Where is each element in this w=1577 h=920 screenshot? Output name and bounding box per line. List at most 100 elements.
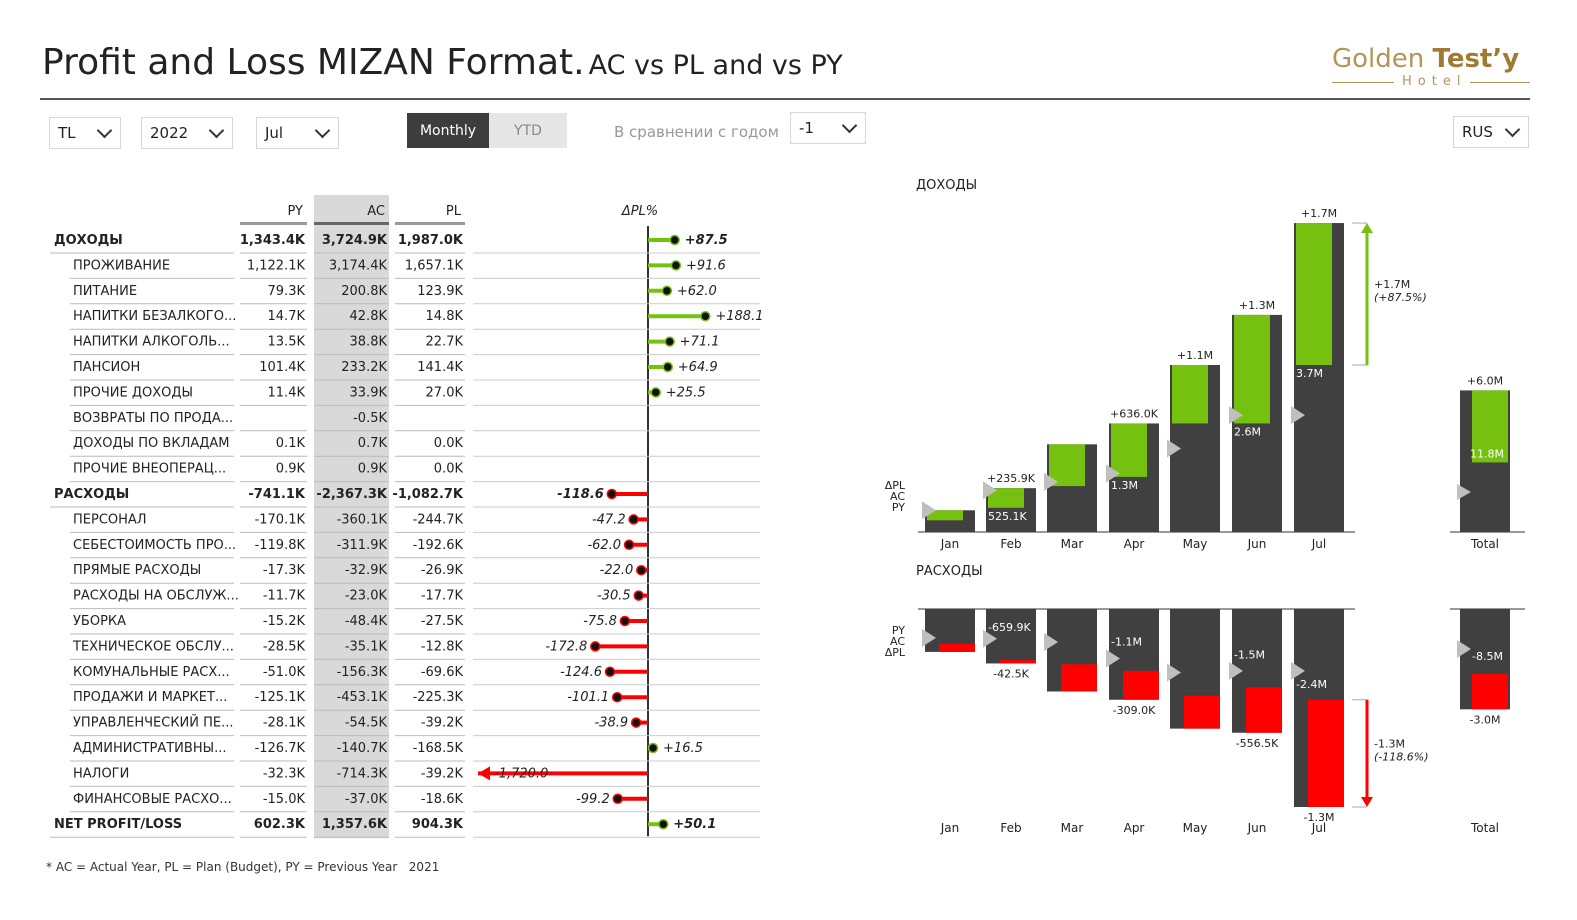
chart-title: ДОХОДЫ <box>916 178 977 193</box>
row-label: РАСХОДЫ НА ОБСЛУЖ... <box>73 589 239 604</box>
month-dropdown[interactable]: Jul <box>256 117 339 149</box>
logo-brand: Test’y <box>1432 44 1520 74</box>
delta-label: +1.3M <box>1239 299 1275 312</box>
variance-pin-head <box>606 488 618 500</box>
language-dropdown[interactable]: RUS <box>1453 116 1529 148</box>
variance-label: +91.6 <box>686 258 726 273</box>
cell-pl: -27.5K <box>421 614 464 629</box>
brand-logo: Golden Test’y <box>1332 44 1519 74</box>
delta-pl-bar <box>1296 223 1332 365</box>
category-tick-label: Apr <box>1124 821 1145 835</box>
total-delta-bar <box>1472 673 1508 710</box>
cell-py: -17.3K <box>263 563 306 578</box>
cell-py: 1,122.1K <box>247 258 306 273</box>
cell-ac: 38.8K <box>350 335 388 350</box>
py-marker <box>1044 633 1058 651</box>
cell-ac: 233.2K <box>341 360 387 375</box>
cell-py: 101.4K <box>259 360 305 375</box>
cell-ac: -54.5K <box>345 716 388 731</box>
cell-py: 0.9K <box>276 462 306 477</box>
row-label: ТЕХНИЧЕСКОЕ ОБСЛУ... <box>72 639 234 654</box>
row-label: ПРЯМЫЕ РАСХОДЫ <box>73 563 201 578</box>
variance-pin-head <box>611 691 623 703</box>
row-label: ДОХОДЫ ПО ВКЛАДАМ <box>73 436 230 451</box>
category-tick-label: Jan <box>940 821 960 835</box>
row-label: КОМУНАЛЬНЫЕ РАСХ... <box>73 665 230 680</box>
cell-pl: 1,987.0K <box>398 233 464 248</box>
cell-pl: 141.4K <box>417 360 463 375</box>
py-marker <box>922 501 936 520</box>
cell-pl: -1,082.7K <box>392 487 463 502</box>
year-dropdown[interactable]: 2022 <box>141 117 233 149</box>
column-header-underline <box>240 222 307 225</box>
delta-pl-bar <box>927 510 963 521</box>
cell-py: 1,343.4K <box>240 233 306 248</box>
cell-ac: -140.7K <box>337 741 388 756</box>
cell-pl: -26.9K <box>421 563 464 578</box>
delta-pl-bar <box>1172 365 1208 424</box>
bar-value-label: 1.3M <box>1111 479 1138 492</box>
cell-pl: 123.9K <box>417 284 463 299</box>
cell-pl: -192.6K <box>413 538 464 553</box>
cell-py: -28.5K <box>263 639 306 654</box>
ytd-toggle-button[interactable]: YTD <box>489 113 567 148</box>
compare-year-label: В сравнении с годом <box>614 123 779 141</box>
row-label: НАПИТКИ БЕЗАЛКОГО... <box>73 309 236 324</box>
chart-row-label: ΔPL <box>885 646 906 659</box>
variance-label: +62.0 <box>677 284 717 299</box>
variance-label: -75.8 <box>583 614 617 629</box>
variance-label: +16.5 <box>663 741 703 756</box>
chart-row-label: ΔPL <box>885 479 906 492</box>
cell-pl: -244.7K <box>413 512 464 527</box>
variance-label: +25.5 <box>666 385 706 400</box>
cell-py: -126.7K <box>255 741 306 756</box>
currency-dropdown[interactable]: TL <box>49 117 121 149</box>
cell-py: -28.1K <box>263 716 306 731</box>
category-tick-label: Mar <box>1061 537 1084 551</box>
variance-arrow-pct: (-118.6%) <box>1374 750 1429 763</box>
row-label: ПРОЧИЕ ДОХОДЫ <box>73 385 193 400</box>
cell-ac: -0.5K <box>353 411 387 426</box>
delta-label: +1.7M <box>1301 207 1337 220</box>
total-value-label: 11.8M <box>1470 447 1504 460</box>
cell-ac: -311.9K <box>337 538 388 553</box>
cell-ac: -714.3K <box>337 766 388 781</box>
variance-pin-head <box>636 564 647 576</box>
py-marker <box>1457 640 1471 658</box>
variance-label: -30.5 <box>597 589 631 604</box>
variance-label: -47.2 <box>592 512 626 527</box>
variance-label: +71.1 <box>680 335 720 350</box>
py-marker <box>1044 472 1058 491</box>
bar-value-label: -1.1M <box>1111 635 1142 648</box>
compare-year-dropdown[interactable]: -1 <box>790 112 866 144</box>
cell-ac: -360.1K <box>337 512 388 527</box>
row-label: УПРАВЛЕНЧЕСКИЙ ПЕ... <box>73 715 234 731</box>
py-marker <box>1106 464 1120 483</box>
variance-label: -1,720.0 <box>494 766 548 781</box>
variance-pin-head <box>630 717 642 728</box>
variance-arrow-label: +1.7M <box>1374 278 1410 291</box>
logo-subtitle: Hotel <box>1402 74 1467 89</box>
delta-pl-bar <box>1049 444 1085 487</box>
variance-arrow-label: -1.3M <box>1374 737 1405 750</box>
column-header-ac: AC <box>367 204 385 219</box>
bar-value-label: 2.6M <box>1234 425 1261 438</box>
delta-pl-bar <box>1123 670 1159 700</box>
row-label: НАПИТКИ АЛКОГОЛЬ... <box>73 335 230 350</box>
monthly-toggle-button[interactable]: Monthly <box>407 113 489 148</box>
delta-pl-bar <box>1111 423 1147 477</box>
category-tick-label: Mar <box>1061 821 1084 835</box>
delta-label: +636.0K <box>1110 407 1159 420</box>
footnote-text: * AC = Actual Year, PL = Plan (Budget), … <box>46 860 398 874</box>
total-tick-label: Total <box>1470 821 1499 835</box>
variance-pin-head <box>700 310 711 322</box>
delta-label: -1.3M <box>1304 811 1335 824</box>
variance-pin-head <box>670 260 682 271</box>
cell-py: -170.1K <box>255 512 306 527</box>
delta-pl-bar <box>1061 664 1097 692</box>
cell-ac: -48.4K <box>345 614 388 629</box>
cell-pl: -12.8K <box>421 639 464 654</box>
delta-pl-bar <box>1246 687 1282 733</box>
row-label: АДМИНИСТРАТИВНЫ... <box>73 741 226 756</box>
